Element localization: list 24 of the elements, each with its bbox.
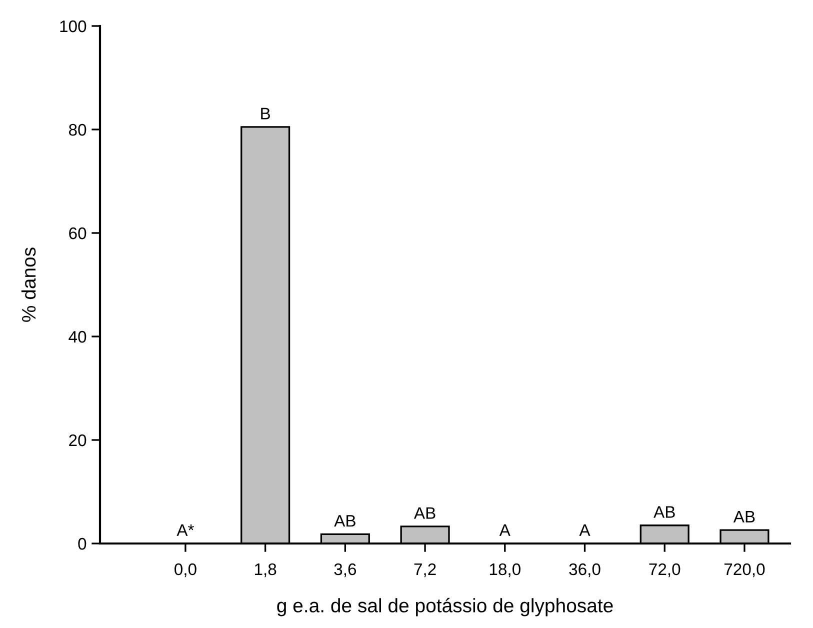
- x-tick-label: 1,8: [255, 563, 276, 578]
- data-label: AB: [334, 515, 356, 527]
- x-tick-label: 720,0: [724, 563, 765, 578]
- x-tick-label: 7,2: [414, 563, 436, 578]
- x-tick-label: 36,0: [569, 563, 600, 578]
- y-tick-label: 60: [69, 227, 86, 240]
- data-label: A: [499, 524, 510, 536]
- y-tick-label: 40: [68, 330, 86, 343]
- x-tick-label: 18,0: [490, 563, 520, 578]
- data-label: AB: [414, 507, 436, 519]
- data-label: A*: [176, 524, 194, 536]
- y-tick-label: 80: [68, 124, 86, 136]
- data-label: AB: [733, 510, 755, 522]
- data-label: B: [261, 108, 270, 120]
- y-tick-label: 20: [69, 434, 86, 446]
- x-tick-label: 72,0: [649, 563, 680, 578]
- data-label: AB: [654, 506, 675, 518]
- data-label: A: [579, 524, 590, 536]
- x-tick-label: 0,0: [174, 563, 196, 578]
- y-axis-title: % danos: [21, 248, 36, 322]
- x-tick-label: 3,6: [334, 563, 356, 578]
- y-tick-label: 100: [60, 20, 86, 32]
- y-tick-label: 0: [78, 538, 86, 550]
- x-axis-title: g e.a. de sal de potássio de glyphosate: [277, 598, 613, 616]
